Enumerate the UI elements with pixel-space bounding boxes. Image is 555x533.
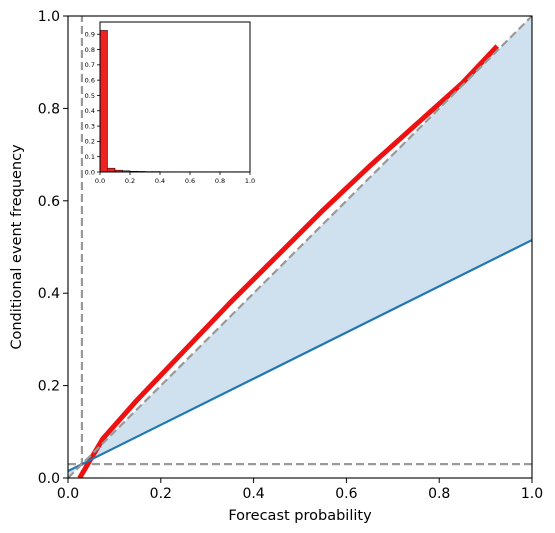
inset-x-tick-label: 0.8 <box>215 177 225 185</box>
plot-frame <box>67 15 533 479</box>
inset-y-tick-label: 0.9 <box>85 31 95 39</box>
inset-x-tick-label: 1.0 <box>245 177 255 185</box>
inset-y-tick-label: 0.3 <box>85 122 95 130</box>
inset-y-tick-label: 0.5 <box>85 92 95 100</box>
x-tick-label: 1.0 <box>521 486 543 502</box>
perfect-reliability-line <box>68 16 532 478</box>
inset-background <box>100 22 250 172</box>
y-tick-label: 1.0 <box>38 9 60 25</box>
y-axis-label: Conditional event frequency <box>9 144 25 350</box>
y-tick-label: 0.2 <box>38 379 60 395</box>
y-tick-label: 0.0 <box>38 471 60 487</box>
no-skill-line <box>68 239 532 473</box>
x-tick-label: 0.8 <box>428 486 450 502</box>
inset-y-tick-label: 0.4 <box>85 107 95 115</box>
inset-frame <box>99 21 251 173</box>
inset-bar <box>107 167 116 173</box>
x-tick-label: 0.6 <box>335 486 357 502</box>
inset-bar <box>99 30 108 173</box>
inset-y-tick-label: 0.8 <box>85 46 95 54</box>
y-tick-label: 0.6 <box>38 194 60 210</box>
plot-area <box>68 16 532 478</box>
inset-histogram: 0.0 0.2 0.4 0.6 0.8 1.0 0.0 0.1 0.2 0.3 0.4 0.5 0.6 0… <box>85 21 255 185</box>
y-tick-label: 0.8 <box>38 101 60 117</box>
reliability-line <box>77 44 500 478</box>
inset-x-tick-label: 0.2 <box>125 177 135 185</box>
y-tick-label: 0.4 <box>38 286 60 302</box>
x-tick-label: 0.0 <box>57 486 79 502</box>
x-tick-label: 0.2 <box>150 486 172 502</box>
x-tick-label: 0.4 <box>242 486 264 502</box>
inset-x-tick-label: 0.4 <box>155 177 165 185</box>
inset-y-tick-label: 0.1 <box>85 153 95 161</box>
inset-y-tick-label: 0.2 <box>85 138 95 146</box>
x-axis-label: Forecast probability <box>228 508 372 524</box>
inset-y-tick-label: 0.0 <box>85 168 95 176</box>
inset-x-tick-label: 0.6 <box>185 177 195 185</box>
inset-x-tick-label: 0.0 <box>95 177 105 185</box>
inset-y-tick-label: 0.7 <box>85 61 95 69</box>
inset-y-tick-label: 0.6 <box>85 76 95 84</box>
